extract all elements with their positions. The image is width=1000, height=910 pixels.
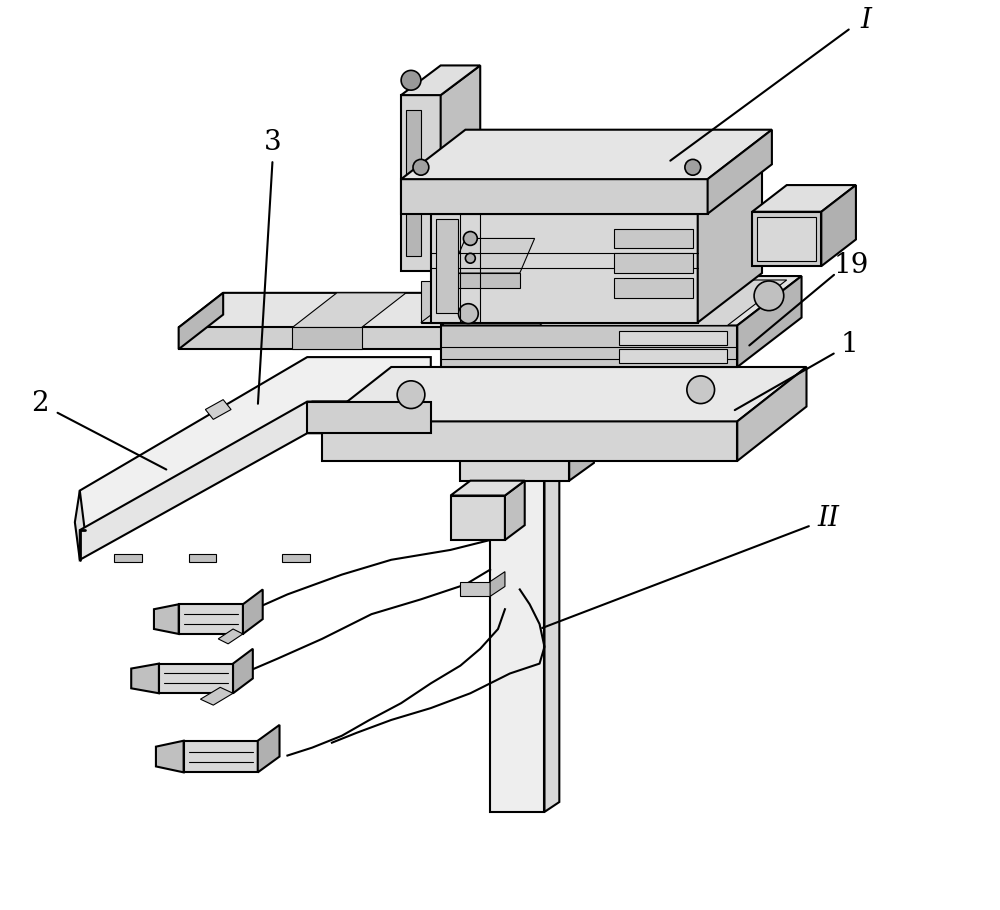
Text: I: I (860, 7, 871, 35)
Text: 2: 2 (31, 390, 49, 417)
Circle shape (687, 376, 715, 403)
Circle shape (458, 304, 478, 323)
Polygon shape (179, 293, 223, 349)
Polygon shape (431, 214, 698, 322)
Polygon shape (708, 130, 772, 214)
Polygon shape (322, 367, 806, 421)
Polygon shape (441, 326, 737, 367)
Polygon shape (307, 401, 431, 433)
Circle shape (397, 380, 425, 409)
Polygon shape (258, 725, 280, 773)
Polygon shape (441, 276, 802, 326)
Polygon shape (156, 741, 184, 773)
Polygon shape (80, 401, 431, 560)
Polygon shape (505, 480, 525, 540)
Text: 3: 3 (264, 129, 281, 156)
Polygon shape (451, 480, 525, 496)
Polygon shape (752, 212, 821, 266)
Polygon shape (218, 629, 243, 644)
Polygon shape (189, 554, 216, 561)
Polygon shape (619, 349, 727, 363)
Polygon shape (490, 466, 559, 476)
Polygon shape (451, 496, 505, 540)
Polygon shape (544, 466, 559, 812)
Circle shape (685, 159, 701, 176)
Circle shape (754, 281, 784, 310)
Text: 19: 19 (833, 252, 869, 278)
Polygon shape (451, 238, 535, 273)
Polygon shape (75, 490, 85, 560)
Polygon shape (460, 433, 594, 451)
Polygon shape (436, 218, 458, 313)
Circle shape (401, 70, 421, 90)
Polygon shape (200, 687, 233, 705)
Polygon shape (292, 328, 362, 349)
Text: 1: 1 (840, 330, 858, 358)
Polygon shape (243, 590, 263, 634)
Polygon shape (292, 293, 406, 328)
Polygon shape (614, 253, 693, 273)
Polygon shape (421, 308, 500, 322)
Polygon shape (322, 421, 737, 461)
Polygon shape (752, 185, 856, 212)
Polygon shape (159, 663, 233, 693)
Polygon shape (184, 741, 258, 773)
Polygon shape (460, 581, 490, 596)
Polygon shape (179, 328, 480, 349)
Polygon shape (490, 571, 505, 596)
Polygon shape (431, 165, 762, 214)
Polygon shape (401, 66, 480, 96)
Polygon shape (821, 185, 856, 266)
Polygon shape (441, 66, 480, 271)
Polygon shape (401, 130, 772, 179)
Polygon shape (179, 604, 243, 634)
Polygon shape (406, 110, 421, 257)
Polygon shape (131, 663, 159, 693)
Polygon shape (614, 278, 693, 298)
Polygon shape (154, 604, 179, 634)
Circle shape (463, 231, 477, 246)
Polygon shape (737, 367, 806, 461)
Circle shape (465, 253, 475, 263)
Polygon shape (451, 273, 520, 288)
Polygon shape (757, 217, 816, 261)
Polygon shape (205, 399, 231, 420)
Polygon shape (737, 276, 802, 367)
Polygon shape (401, 96, 441, 271)
Polygon shape (282, 554, 310, 561)
Polygon shape (114, 554, 142, 561)
Polygon shape (569, 433, 594, 480)
Polygon shape (233, 649, 253, 693)
Polygon shape (698, 165, 762, 322)
Polygon shape (460, 451, 569, 480)
Polygon shape (401, 179, 708, 214)
Text: II: II (817, 505, 839, 531)
Polygon shape (490, 476, 544, 812)
Polygon shape (540, 280, 787, 326)
Polygon shape (80, 357, 431, 531)
Polygon shape (179, 293, 525, 328)
Polygon shape (614, 228, 693, 248)
Polygon shape (421, 281, 480, 322)
Circle shape (413, 159, 429, 176)
Polygon shape (619, 331, 727, 345)
